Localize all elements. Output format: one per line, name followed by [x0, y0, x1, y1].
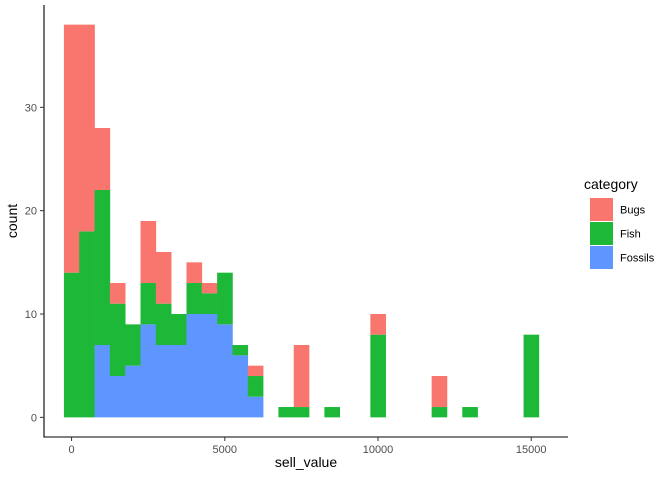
bar-fish	[462, 407, 478, 418]
x-tick-label: 10000	[363, 444, 394, 456]
bar-fish	[247, 376, 264, 397]
bar-bugs	[431, 376, 448, 408]
x-tick-label: 15000	[516, 444, 547, 456]
legend-label-fossils: Fossils	[620, 253, 655, 265]
bar-bugs	[109, 283, 126, 304]
bar-fish	[109, 303, 126, 377]
bar-bugs	[247, 365, 264, 377]
bar-bugs	[155, 252, 172, 304]
legend-label-bugs: Bugs	[620, 205, 646, 217]
bar-fish	[94, 190, 111, 346]
bar-fish	[171, 314, 187, 346]
x-tick-label: 5000	[213, 444, 237, 456]
bar-fossils	[232, 355, 249, 418]
bar-fish	[278, 407, 295, 418]
y-tick-label: 20	[25, 206, 37, 218]
x-axis-ticks: 0 5000 10000 15000	[69, 437, 547, 456]
y-axis-ticks: 0 10 20 30	[25, 102, 44, 424]
bar-fossils	[140, 324, 157, 418]
bar-fish	[79, 231, 95, 418]
bar-fish	[370, 334, 386, 418]
bar-fossils	[247, 396, 264, 418]
bar-fish	[186, 283, 203, 315]
legend-key-fossils	[590, 246, 613, 269]
bar-bugs	[63, 24, 80, 273]
legend-key-fish	[590, 222, 613, 245]
bar-bugs	[293, 345, 310, 408]
bar-fish	[201, 293, 218, 315]
bar-layer	[63, 24, 540, 418]
bar-fossils	[109, 376, 126, 418]
y-tick-label: 10	[25, 309, 37, 321]
bar-fish	[232, 345, 249, 356]
bar-bugs	[201, 283, 218, 294]
bar-fish	[217, 272, 233, 325]
y-tick-label: 0	[31, 412, 37, 424]
bar-fish	[140, 283, 157, 325]
bar-bugs	[370, 314, 386, 335]
bar-fossils	[201, 314, 218, 418]
bar-fish	[523, 334, 540, 418]
x-tick-label: 0	[69, 444, 75, 456]
bar-fish	[125, 324, 141, 366]
y-tick-label: 30	[25, 102, 37, 114]
bar-fossils	[217, 324, 233, 418]
bar-bugs	[94, 127, 111, 190]
bar-bugs	[79, 24, 95, 232]
bar-bugs	[140, 221, 157, 284]
bar-fossils	[171, 345, 187, 418]
legend-key-bugs	[590, 198, 613, 221]
bar-fish	[293, 407, 310, 418]
bar-fish	[431, 407, 448, 418]
legend: category Bugs Fish Fossils	[584, 176, 655, 269]
bar-fossils	[155, 345, 172, 418]
bar-bugs	[186, 262, 203, 284]
bar-fossils	[94, 345, 111, 418]
y-axis-title: count	[4, 204, 20, 238]
bar-fish	[63, 272, 80, 418]
bar-fish	[155, 303, 172, 346]
bar-fossils	[186, 314, 203, 418]
legend-label-fish: Fish	[620, 229, 641, 241]
x-axis-title: sell_value	[275, 454, 337, 470]
bar-fish	[324, 407, 341, 418]
legend-title: category	[584, 176, 638, 192]
bar-fossils	[125, 365, 141, 418]
